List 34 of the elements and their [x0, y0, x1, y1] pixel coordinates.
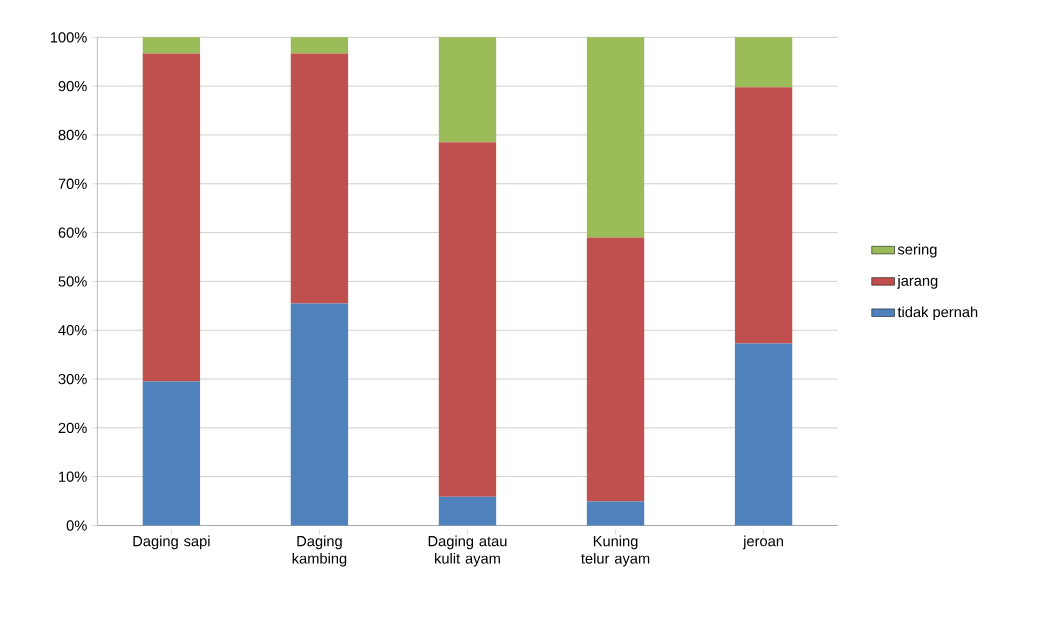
legend-label: tidak pernah: [897, 306, 978, 321]
bar: [290, 53, 349, 304]
bar: [142, 53, 201, 382]
bar: [438, 37, 497, 143]
y-tick-label: 60%: [58, 227, 87, 239]
bar: [586, 501, 645, 526]
bar: [586, 237, 645, 502]
y-tick-label: 0%: [66, 520, 87, 531]
y-tick-label: 40%: [58, 325, 87, 336]
y-tick-label: 50%: [58, 276, 87, 287]
bar: [734, 37, 793, 88]
x-tick-label: jeroan: [742, 535, 783, 550]
y-tick-label: 90%: [58, 81, 87, 92]
bar: [142, 37, 201, 54]
x-tick-label: Daging kambing: [292, 535, 347, 567]
y-tick-label: 70%: [58, 178, 87, 190]
bar: [586, 37, 645, 238]
y-tick-label: 20%: [58, 422, 87, 434]
legend-label: jarang: [897, 275, 938, 289]
y-tick-label: 80%: [58, 130, 87, 141]
x-tick-label: Kuning telur ayam: [581, 535, 650, 567]
bar: [142, 381, 201, 526]
y-tick-label: 10%: [59, 471, 87, 483]
x-tick-label: Daging sapi: [133, 535, 210, 550]
bar: [290, 37, 349, 54]
bar: [438, 142, 497, 497]
legend-label: sering: [897, 244, 937, 258]
bar: [438, 496, 497, 526]
bar: [290, 303, 349, 526]
x-tick-label: Daging atau kulit ayam: [428, 535, 507, 567]
y-tick-label: 30%: [58, 374, 87, 385]
bar: [734, 343, 793, 526]
bar: [734, 87, 793, 344]
y-tick-label: 100%: [50, 32, 87, 43]
